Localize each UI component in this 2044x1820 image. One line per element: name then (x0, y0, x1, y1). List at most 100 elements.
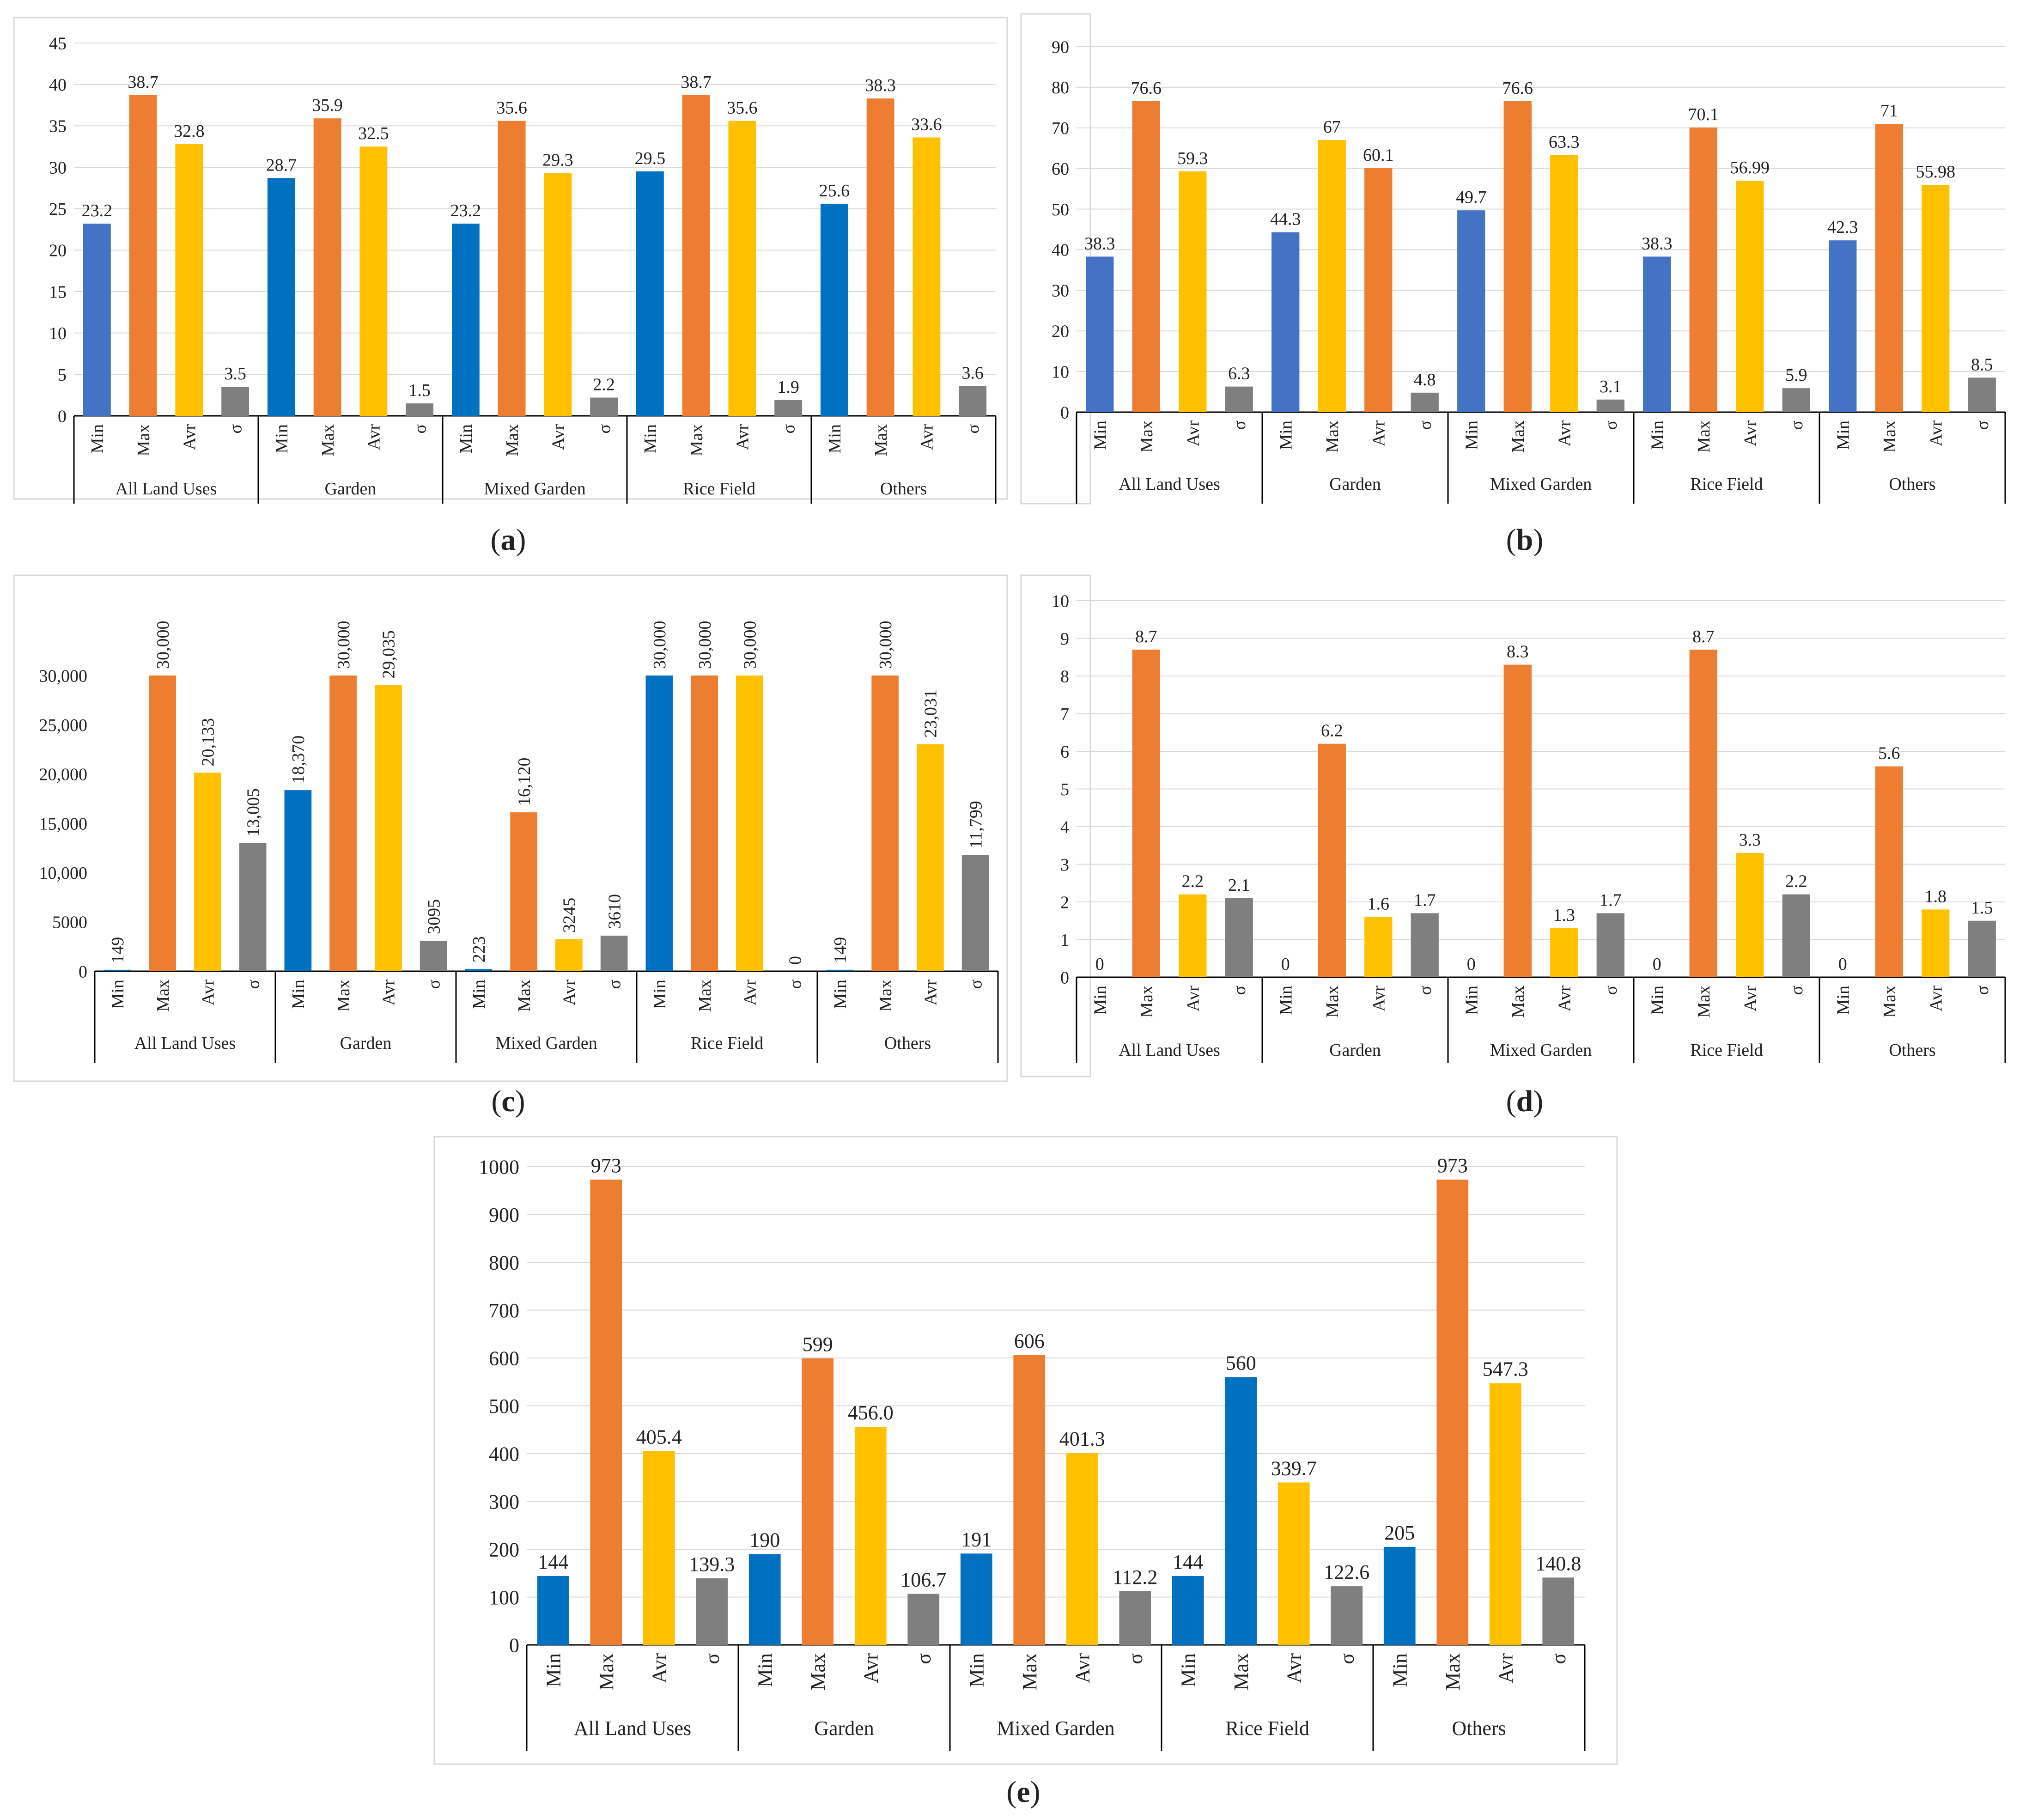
category-label: Garden (814, 1717, 874, 1740)
x-tick-label: Max (595, 1653, 618, 1691)
data-label: 606 (1014, 1330, 1045, 1352)
x-tick-label: Max (1018, 1653, 1041, 1691)
x-tick-label: Min (1091, 986, 1110, 1015)
data-label: 38.3 (865, 76, 896, 95)
x-tick-label: σ (1973, 986, 1992, 995)
y-tick-label: 9 (1060, 629, 1069, 649)
y-tick-label: 1 (1060, 931, 1069, 950)
y-tick-label: 80 (1052, 78, 1069, 97)
y-tick-label: 90 (1052, 37, 1069, 57)
x-tick-label: Max (876, 980, 895, 1012)
y-tick-label: 40 (1052, 241, 1069, 260)
bar (1489, 1383, 1521, 1645)
bar (1318, 743, 1346, 977)
category-label: Rice Field (691, 1034, 763, 1053)
data-label: 38.7 (128, 73, 158, 92)
chart-a: 0 5 10 15 20 25 30 35 40 45 All Land Uses 23.2 Min 38… (13, 17, 1008, 557)
category-label: Mixed Garden (1490, 475, 1592, 494)
bar (1875, 766, 1903, 977)
caption-letter: a (501, 523, 516, 557)
data-label: 3095 (424, 899, 444, 934)
bar (907, 1594, 940, 1645)
y-tick-label: 600 (489, 1347, 519, 1370)
bar (1736, 181, 1764, 412)
x-tick-label: Min (1834, 986, 1853, 1015)
bar (682, 95, 710, 416)
category-label: Mixed Garden (495, 1034, 597, 1053)
y-tick-label: 8 (1060, 667, 1069, 686)
category-label: Garden (1329, 1041, 1381, 1060)
category-label: Rice Field (1690, 1041, 1763, 1060)
bar (820, 203, 848, 416)
y-tick-label: 900 (489, 1204, 519, 1226)
data-label: 29,035 (379, 630, 399, 679)
y-tick-label: 7 (1060, 705, 1069, 724)
data-label: 30,000 (650, 621, 669, 670)
x-tick-label: σ (424, 980, 444, 989)
caption-paren: ) (1533, 523, 1543, 557)
x-tick-label: Avr (199, 980, 218, 1006)
y-tick-label: 45 (49, 34, 67, 53)
y-tick-label: 10 (1052, 591, 1069, 611)
bar (1119, 1591, 1151, 1645)
x-tick-label: Avr (1741, 986, 1760, 1012)
bar (465, 969, 493, 971)
x-tick-label: Avr (648, 1653, 671, 1684)
bar (537, 1576, 569, 1645)
bar (1596, 913, 1624, 977)
y-tick-label: 0 (58, 407, 67, 426)
x-tick-label: Min (1091, 420, 1110, 450)
bar (826, 969, 854, 971)
bar (1331, 1586, 1363, 1645)
y-tick-label: 4 (1060, 817, 1069, 837)
category-label: All Land Uses (134, 1034, 236, 1053)
x-tick-label: Max (687, 424, 706, 457)
x-tick-label: σ (1601, 986, 1621, 995)
x-tick-label: Min (542, 1653, 565, 1687)
x-tick-label: σ (1124, 1653, 1147, 1664)
category-label: Rice Field (1225, 1717, 1309, 1740)
bar (1782, 388, 1810, 412)
y-tick-label: 10 (49, 324, 67, 343)
data-label: 4.8 (1414, 370, 1436, 390)
data-label: 6.2 (1321, 721, 1343, 741)
y-tick-label: 5 (58, 365, 67, 385)
data-label: 1.7 (1414, 890, 1436, 910)
x-tick-label: Avr (1184, 420, 1203, 447)
data-label: 2.1 (1228, 876, 1250, 895)
y-tick-label: 700 (489, 1299, 519, 1322)
y-tick-label: 0 (1060, 403, 1069, 422)
x-tick-label: Avr (549, 424, 568, 450)
x-tick-label: Avr (918, 424, 937, 450)
bar (912, 137, 941, 416)
bar (175, 144, 203, 416)
bar (1411, 392, 1439, 412)
data-label: 223 (469, 936, 489, 962)
category-label: Garden (325, 479, 377, 499)
chart-b: 0 10 20 30 40 50 60 70 80 90 All Land Uses 38.3 Min 7… (1020, 13, 2006, 557)
bar (645, 676, 673, 971)
caption-paren: ( (1506, 1084, 1516, 1118)
bar (590, 1179, 622, 1645)
bar (1922, 184, 1950, 412)
data-label: 401.3 (1059, 1428, 1105, 1450)
bar (510, 812, 537, 971)
x-tick-label: Avr (1369, 986, 1389, 1012)
x-tick-label: Min (1389, 1653, 1411, 1687)
data-label: 191 (961, 1528, 992, 1551)
bar (1503, 101, 1532, 412)
data-label: 3.5 (224, 364, 246, 383)
panel-caption: (a) (491, 523, 526, 557)
data-label: 0 (1467, 955, 1476, 974)
x-tick-label: Max (503, 424, 522, 457)
data-label: 149 (108, 937, 128, 963)
caption-letter: d (1516, 1084, 1533, 1118)
bar (1278, 1482, 1310, 1645)
y-tick-label: 40 (49, 75, 67, 95)
data-label: 5.6 (1878, 744, 1900, 763)
x-tick-label: σ (701, 1653, 724, 1664)
x-tick-label: Min (272, 424, 292, 453)
bar (1086, 256, 1114, 412)
x-tick-label: Min (1177, 1653, 1200, 1687)
